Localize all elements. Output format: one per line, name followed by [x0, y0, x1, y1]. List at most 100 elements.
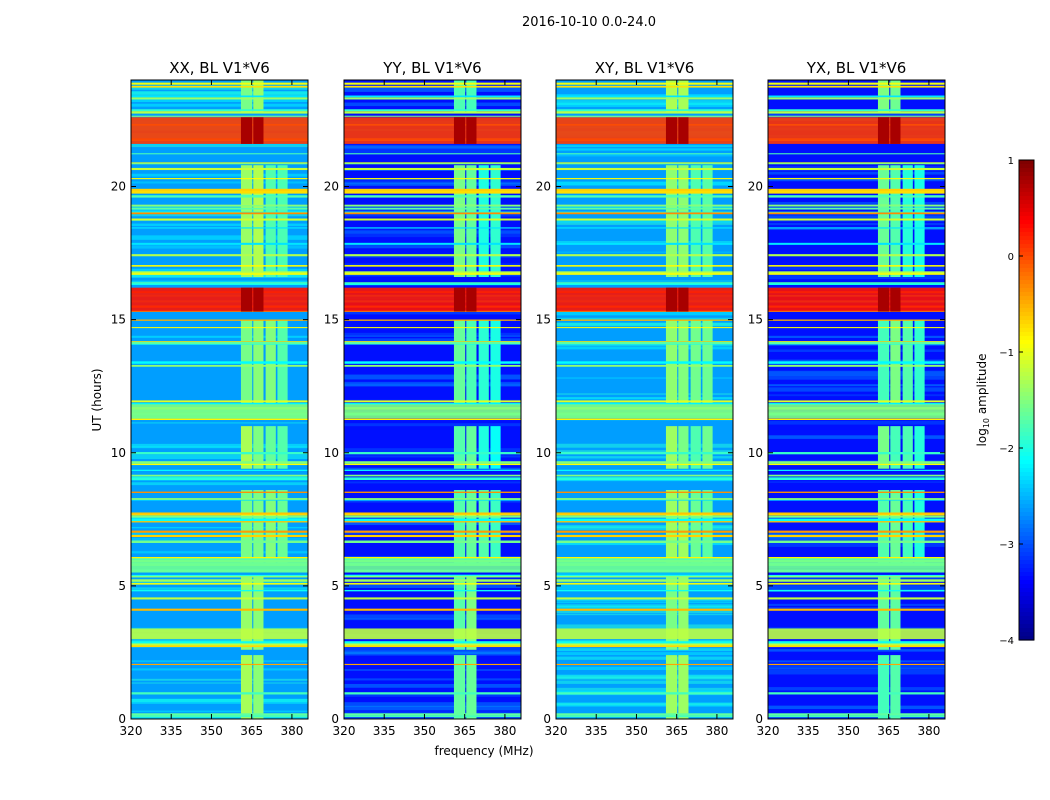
noise-stripe — [768, 669, 945, 675]
rfi-line — [131, 167, 308, 171]
noise-stripe — [131, 335, 308, 338]
signal-band-segment — [902, 426, 913, 469]
rfi-line — [344, 643, 521, 646]
rfi-line — [344, 469, 521, 471]
noise-stripe — [768, 603, 945, 606]
rfi-line — [131, 191, 308, 194]
signal-band-segment — [678, 490, 689, 565]
rfi-line — [556, 204, 733, 207]
rfi-event-band — [344, 628, 521, 640]
panel-title: YX, BL V1*V6 — [806, 59, 907, 77]
rfi-line — [556, 242, 733, 245]
rfi-line — [131, 273, 308, 275]
rfi-line — [131, 82, 308, 85]
rfi-line — [556, 597, 733, 600]
rfi-line — [556, 400, 733, 403]
rfi-line — [344, 452, 521, 455]
noise-stripe — [556, 377, 733, 379]
colorbar-segment — [1019, 588, 1034, 593]
rfi-line — [344, 645, 521, 648]
rfi-line — [344, 265, 521, 267]
colorbar-segment — [1019, 408, 1034, 413]
colorbar-segment — [1019, 620, 1034, 625]
noise-stripe — [556, 310, 733, 316]
noise-stripe — [768, 384, 945, 387]
colorbar-segment — [1019, 200, 1034, 205]
noise-stripe — [768, 687, 945, 691]
y-tick-label: 0 — [543, 712, 551, 726]
rfi-line — [344, 461, 521, 464]
noise-stripe — [344, 311, 521, 315]
signal-band-segment — [253, 165, 264, 278]
signal-band-segment — [877, 490, 890, 565]
rfi-line — [768, 530, 945, 533]
colorbar-tick-label: −2 — [999, 444, 1014, 455]
rfi-line — [768, 512, 945, 515]
rfi-line — [556, 574, 733, 577]
noise-stripe — [556, 317, 733, 321]
colorbar-segment — [1019, 184, 1034, 189]
rfi-line — [131, 282, 308, 284]
colorbar-segment — [1019, 504, 1034, 509]
x-tick-label: 365 — [240, 724, 263, 738]
noise-stripe — [768, 667, 945, 670]
rfi-line — [768, 469, 945, 471]
colorbar-segment — [1019, 376, 1034, 381]
rfi-line — [556, 469, 733, 471]
y-tick-label: 20 — [324, 180, 339, 194]
noise-stripe — [344, 374, 521, 380]
noise-stripe — [556, 116, 733, 118]
colorbar-segment — [1019, 368, 1034, 373]
rfi-line — [131, 461, 308, 464]
colorbar-segment — [1019, 592, 1034, 597]
panel-title: XY, BL V1*V6 — [595, 59, 695, 77]
colorbar-segment — [1019, 628, 1034, 633]
saturated-spot — [466, 287, 477, 312]
colorbar-segment — [1019, 508, 1034, 513]
rfi-line — [556, 111, 733, 114]
colorbar-segment — [1019, 224, 1034, 229]
rfi-line — [768, 242, 945, 245]
rfi-line — [344, 319, 521, 321]
signal-band-segment — [265, 426, 276, 469]
rfi-line — [344, 540, 521, 543]
rfi-line — [768, 491, 945, 493]
colorbar-segment — [1019, 448, 1034, 453]
rfi-line — [556, 498, 733, 500]
rfi-line — [344, 663, 521, 666]
rfi-line — [556, 515, 733, 518]
rfi-line — [131, 207, 308, 210]
rfi-line — [768, 111, 945, 114]
colorbar-segment — [1019, 244, 1034, 249]
rfi-line — [768, 273, 945, 275]
rfi-line — [556, 115, 733, 117]
panel-frame — [130, 79, 309, 720]
colorbar-segment — [1019, 336, 1034, 341]
noise-stripe — [768, 531, 945, 536]
noise-stripe — [556, 145, 733, 148]
rfi-line — [556, 271, 733, 274]
rfi-line — [768, 109, 945, 112]
signal-band-segment — [690, 490, 701, 565]
rfi-line — [131, 218, 308, 221]
colorbar-tick-label: −3 — [999, 540, 1014, 551]
y-tick-label: 0 — [755, 712, 763, 726]
noise-stripe — [768, 215, 945, 219]
signal-band-segment — [914, 490, 925, 565]
signal-band-segment — [690, 426, 701, 469]
rfi-line — [768, 582, 945, 585]
rfi-line — [344, 282, 521, 284]
rfi-line — [344, 400, 521, 403]
colorbar-segment — [1019, 264, 1034, 269]
x-tick-label: 365 — [877, 724, 900, 738]
rfi-line — [556, 402, 733, 405]
rfi-line — [768, 534, 945, 538]
rfi-line — [556, 265, 733, 267]
rfi-line — [768, 556, 945, 559]
rfi-line — [556, 645, 733, 648]
noise-stripe — [556, 648, 733, 652]
noise-stripe — [556, 280, 733, 282]
y-axis-label: UT (hours) — [90, 368, 104, 431]
rfi-line — [556, 418, 733, 421]
noise-stripe — [556, 100, 733, 105]
